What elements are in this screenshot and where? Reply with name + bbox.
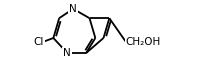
Text: N: N — [63, 48, 71, 58]
Text: CH₂OH: CH₂OH — [126, 37, 161, 46]
Text: N: N — [69, 4, 77, 14]
Text: Cl: Cl — [34, 37, 44, 46]
